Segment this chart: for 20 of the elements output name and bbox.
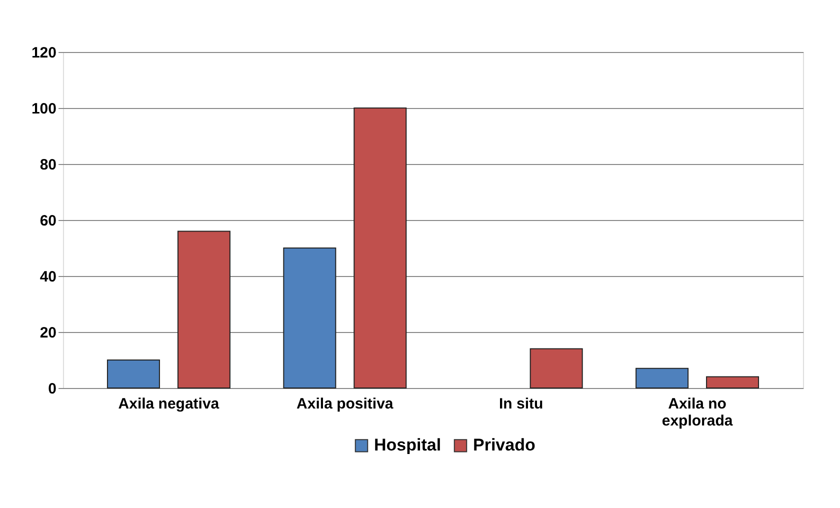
- legend-label: Hospital: [374, 436, 442, 455]
- bar: [706, 376, 760, 388]
- y-tick-label: 0: [48, 380, 56, 398]
- y-tick-label: 120: [31, 44, 56, 62]
- x-tick-label: In situ: [499, 396, 544, 412]
- y-tick-label: 20: [40, 324, 56, 342]
- bar: [106, 360, 160, 388]
- y-tick-label: 80: [40, 156, 56, 174]
- bar: [283, 248, 336, 388]
- y-tick-label: 40: [40, 268, 56, 286]
- legend-label: Privado: [473, 436, 536, 455]
- y-tick-label: 60: [40, 212, 56, 230]
- y-tick-label: 100: [31, 100, 56, 118]
- bar: [636, 368, 689, 388]
- bar: [354, 108, 407, 388]
- x-tick-label: Axila negativa: [118, 396, 220, 412]
- bar: [530, 348, 583, 388]
- bar: [177, 230, 230, 388]
- x-tick-label: Axila positiva: [296, 396, 394, 412]
- x-tick-label: Axila no explorada: [662, 396, 734, 430]
